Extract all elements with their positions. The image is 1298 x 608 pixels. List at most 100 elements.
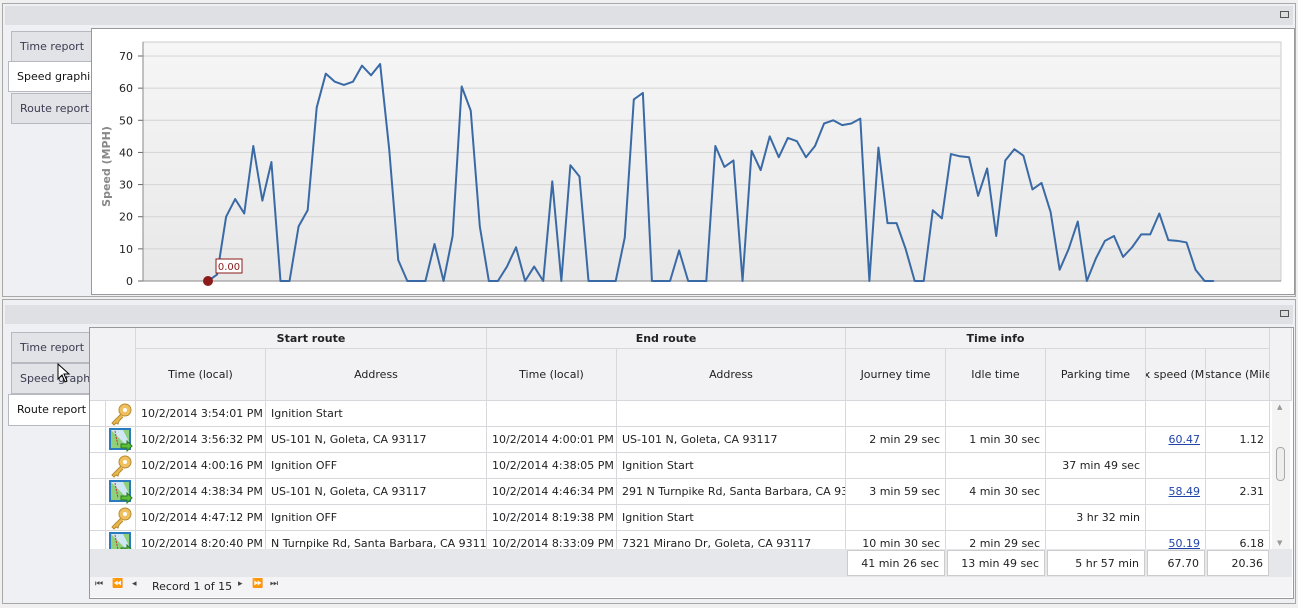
cell-max-speed-text[interactable]: 50.19 <box>1168 537 1201 549</box>
first-record-button[interactable]: ⏮ <box>95 579 104 589</box>
speed-data-point <box>904 248 907 250</box>
speed-chart: 0 10 20 30 40 50 60 70 Speed (MPH) 0.00 <box>91 28 1295 295</box>
ignition-key-icon <box>110 455 131 478</box>
tab-route-report[interactable]: Route report <box>11 93 92 124</box>
total-idle: 13 min 49 sec <box>947 550 1045 576</box>
prev-page-button[interactable]: ⏪ <box>112 579 124 589</box>
tab-time-report[interactable]: Time report <box>11 332 92 363</box>
scroll-down-arrow-icon[interactable]: ▼ <box>1277 539 1283 547</box>
column-header-max-speed-text[interactable]: Max speed (MPH) <box>1146 368 1205 381</box>
speed-data-point <box>578 175 581 178</box>
cell-start-addr-text: Ignition OFF <box>271 459 338 472</box>
speed-data-point <box>324 72 327 75</box>
column-header-journey[interactable]: Journey time <box>846 349 946 401</box>
speed-data-point <box>669 280 671 282</box>
column-header-journey-text[interactable]: Journey time <box>860 368 931 381</box>
speed-data-point <box>488 280 490 282</box>
column-header-parking[interactable]: Parking time <box>1046 349 1146 401</box>
cell-parking: 3 hr 32 min <box>1046 505 1146 531</box>
column-header-max-speed[interactable]: Max speed (MPH) <box>1146 349 1206 401</box>
minimize-icon[interactable] <box>1280 11 1289 18</box>
tab-speed-graphic[interactable]: Speed graphic <box>8 61 96 92</box>
column-header-parking-text[interactable]: Parking time <box>1060 368 1131 381</box>
speed-data-point <box>315 106 318 109</box>
tab-time-report[interactable]: Time report <box>11 31 92 62</box>
cell-max-speed-text[interactable]: 60.47 <box>1168 433 1201 446</box>
y-tick-label: 60 <box>119 82 133 95</box>
column-header-start-addr-text[interactable]: Address <box>354 368 398 381</box>
scrollbar-thumb[interactable] <box>1276 447 1285 481</box>
speed-panel: Time report Speed graphic Route report 0… <box>2 3 1296 297</box>
route-panel: Time report Speed graphic Route report S… <box>2 299 1296 604</box>
column-header-end-addr-text[interactable]: Address <box>709 368 753 381</box>
speed-data-point <box>1158 212 1161 215</box>
speed-data-point <box>859 117 862 120</box>
cell-start-addr: N Turnpike Rd, Santa Barbara, CA 93111 <box>266 531 487 549</box>
route-map-icon <box>108 531 132 549</box>
speed-data-point <box>406 280 409 282</box>
speed-data-point <box>506 265 508 268</box>
speed-data-point <box>1086 280 1088 282</box>
speed-series-line <box>207 63 1214 282</box>
speed-data-point <box>941 217 943 220</box>
column-header-idle-text[interactable]: Idle time <box>971 368 1020 381</box>
cell-end-addr: Ignition Start <box>617 505 846 531</box>
column-header-distance-text[interactable]: Distance (Miles) <box>1206 368 1269 381</box>
column-header-end-addr[interactable]: Address <box>617 349 846 401</box>
speed-data-point <box>1176 240 1179 242</box>
speed-data-point <box>1212 280 1215 282</box>
column-header-end-time-text[interactable]: Time (local) <box>519 368 584 381</box>
column-header-idle[interactable]: Idle time <box>946 349 1046 401</box>
speed-data-point <box>1004 159 1007 162</box>
cell-start-addr: Ignition OFF <box>266 505 487 531</box>
column-header-start-time-text[interactable]: Time (local) <box>168 368 233 381</box>
speed-data-point <box>560 280 563 282</box>
cell-start-addr: US-101 N, Goleta, CA 93117 <box>266 479 487 505</box>
speed-data-point <box>1067 248 1070 250</box>
cell-parking <box>1046 479 1146 505</box>
vertical-scrollbar[interactable]: ▲ ▼ <box>1272 401 1290 549</box>
speed-data-point <box>687 280 689 282</box>
cell-max-speed-text[interactable]: 58.49 <box>1168 485 1201 498</box>
next-page-button[interactable]: ⏩ <box>252 579 264 589</box>
speed-data-point <box>1113 235 1115 237</box>
cell-distance <box>1206 401 1270 427</box>
cell-ind <box>90 531 106 549</box>
cell-start-addr-text: US-101 N, Goleta, CA 93117 <box>271 485 427 498</box>
column-header-start-time[interactable]: Time (local) <box>136 349 266 401</box>
speed-data-point <box>705 280 708 282</box>
speed-data-point <box>442 280 445 282</box>
cell-end-time-text: 10/2/2014 4:38:05 PM <box>492 459 614 472</box>
minimize-icon[interactable] <box>1280 310 1289 317</box>
cell-journey-text: 10 min 30 sec <box>862 537 940 549</box>
grid-body: 10/2/2014 3:54:01 PM Ignition Start 10/2/2… <box>90 401 1270 549</box>
prev-record-button[interactable]: ◂ <box>132 579 137 589</box>
tab-speed-graphic[interactable]: Speed graphic <box>11 363 99 394</box>
speed-data-point <box>524 280 526 282</box>
cell-icon <box>106 479 136 505</box>
cell-journey-text: 3 min 59 sec <box>869 485 940 498</box>
last-record-button[interactable]: ⏭ <box>270 579 279 589</box>
cell-end-addr: 291 N Turnpike Rd, Santa Barbara, CA 931… <box>617 479 846 505</box>
tab-route-report[interactable]: Route report <box>8 394 93 426</box>
speed-data-point <box>1031 188 1034 191</box>
cell-icon <box>106 453 136 479</box>
cell-parking: 37 min 49 sec <box>1046 453 1146 479</box>
cell-distance <box>1206 505 1270 531</box>
cell-distance: 6.18 <box>1206 531 1270 549</box>
scroll-up-arrow-icon[interactable]: ▲ <box>1277 403 1283 411</box>
y-tick-label: 10 <box>119 243 133 256</box>
y-tick-label: 30 <box>119 179 133 192</box>
speed-data-point <box>596 280 599 282</box>
speed-data-point <box>225 215 227 218</box>
cell-parking <box>1046 531 1146 549</box>
next-record-button[interactable]: ▸ <box>238 579 243 589</box>
column-header-distance[interactable]: Distance (Miles) <box>1206 349 1270 401</box>
column-header-end-time[interactable]: Time (local) <box>487 349 617 401</box>
cell-idle: 4 min 30 sec <box>946 479 1046 505</box>
cell-end-addr: Ignition Start <box>617 453 846 479</box>
speed-data-point <box>1149 233 1152 236</box>
column-header-start-addr[interactable]: Address <box>266 349 487 401</box>
cell-icon <box>106 427 136 453</box>
speed-data-point <box>1140 233 1142 236</box>
